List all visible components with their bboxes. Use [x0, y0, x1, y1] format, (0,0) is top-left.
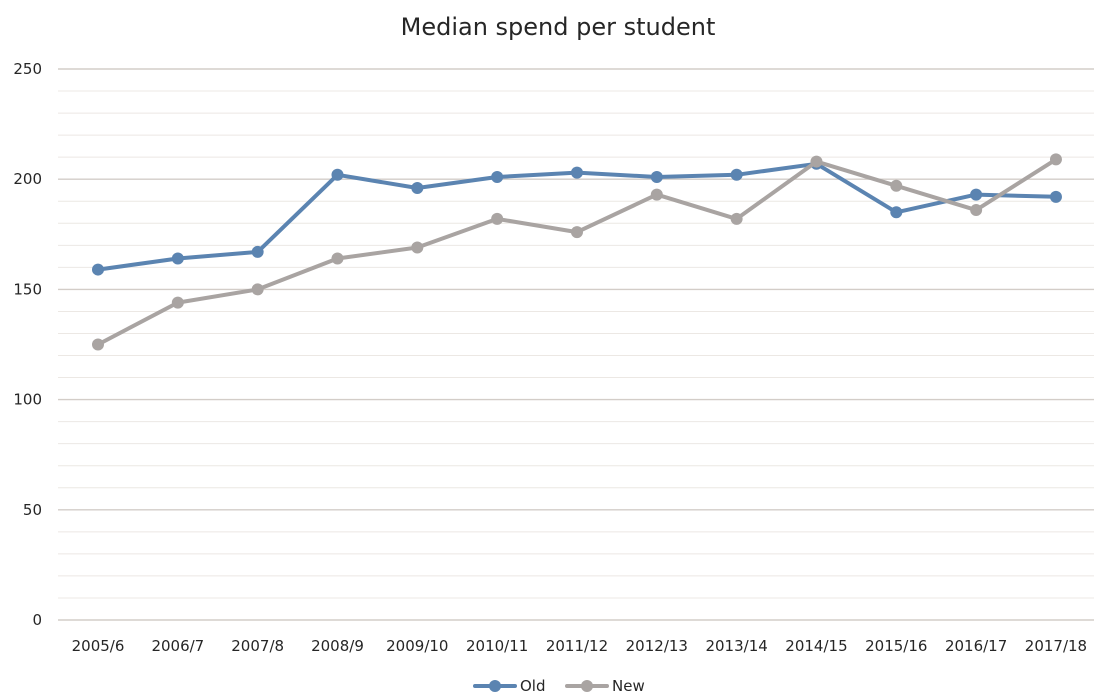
data-point-new: [650, 188, 663, 201]
x-tick-label: 2017/18: [1025, 637, 1087, 655]
legend-label: Old: [520, 677, 546, 695]
data-point-old: [1049, 190, 1062, 203]
data-point-old: [570, 166, 583, 179]
data-point-new: [491, 212, 504, 225]
y-axis-tick-labels: 0 50 100 150 200 250: [13, 60, 42, 629]
y-tick-label: 100: [13, 391, 42, 409]
data-point-new: [730, 212, 743, 225]
x-tick-label: 2008/9: [311, 637, 364, 655]
data-point-new: [251, 283, 264, 296]
chart-title: Median spend per student: [401, 13, 716, 41]
data-point-old: [411, 182, 424, 195]
x-tick-label: 2013/14: [705, 637, 767, 655]
x-tick-label: 2016/17: [945, 637, 1007, 655]
series-new: [92, 153, 1062, 351]
x-tick-label: 2010/11: [466, 637, 528, 655]
data-point-new: [810, 155, 823, 168]
legend-swatch-marker: [489, 680, 501, 692]
legend-label: New: [612, 677, 645, 695]
data-point-old: [730, 168, 743, 181]
data-point-old: [171, 252, 184, 265]
data-point-old: [491, 170, 504, 183]
data-point-old: [890, 206, 903, 219]
x-tick-label: 2007/8: [231, 637, 284, 655]
y-tick-label: 150: [13, 280, 42, 298]
data-point-new: [570, 226, 583, 239]
data-point-old: [331, 168, 344, 181]
x-tick-label: 2006/7: [151, 637, 204, 655]
legend-swatch-marker: [581, 680, 593, 692]
x-tick-label: 2005/6: [72, 637, 125, 655]
legend: Old New: [473, 677, 645, 695]
data-point-new: [92, 338, 104, 351]
data-point-new: [411, 241, 424, 254]
x-tick-label: 2009/10: [386, 637, 448, 655]
data-point-old: [92, 263, 104, 276]
series-lines: [92, 153, 1062, 351]
y-tick-label: 250: [13, 60, 42, 78]
data-point-new: [970, 204, 983, 217]
y-tick-label: 0: [32, 611, 42, 629]
data-point-old: [650, 170, 663, 183]
data-point-new: [331, 252, 344, 265]
x-axis-tick-labels: 2005/6 2006/7 2007/8 2008/9 2009/10 2010/11 20…: [72, 637, 1088, 655]
legend-item-old: Old: [473, 677, 546, 695]
gridlines: [58, 68, 1094, 621]
x-tick-label: 2011/12: [546, 637, 608, 655]
data-point-new: [171, 296, 184, 309]
y-tick-label: 200: [13, 170, 42, 188]
y-tick-label: 50: [23, 501, 42, 519]
x-tick-label: 2012/13: [626, 637, 688, 655]
series-old: [92, 157, 1062, 276]
legend-item-new: New: [565, 677, 645, 695]
x-tick-label: 2015/16: [865, 637, 927, 655]
data-point-old: [251, 245, 264, 258]
data-point-new: [890, 179, 903, 192]
data-point-old: [970, 188, 983, 201]
data-point-new: [1049, 153, 1062, 166]
x-tick-label: 2014/15: [785, 637, 847, 655]
